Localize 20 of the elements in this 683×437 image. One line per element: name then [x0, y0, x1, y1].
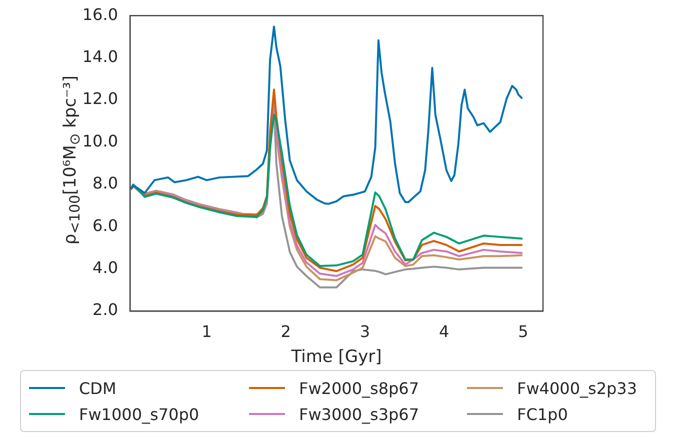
y-tick-label: 16.0 [82, 4, 118, 24]
y-tick-label: 12.0 [82, 89, 118, 108]
x-tick-label: 1 [202, 322, 212, 341]
legend-label: Fw4000_s2p33 [517, 378, 638, 398]
x-tick-label: 3 [360, 322, 370, 341]
x-axis-title: Time [Gyr] [290, 347, 382, 368]
y-tick-label: 10.0 [82, 131, 118, 150]
y-tick-label: 14.0 [82, 46, 118, 66]
y-tick-label: 8.0 [92, 174, 118, 193]
y-tick-label: 6.0 [92, 216, 118, 235]
x-tick-label: 2 [280, 322, 291, 341]
legend-label: FC1p0 [517, 404, 568, 424]
legend-label: Fw3000_s3p67 [299, 404, 420, 424]
y-tick-label: 2.0 [92, 300, 118, 320]
x-tick-label: 4 [439, 322, 450, 341]
legend-label: CDM [79, 378, 116, 398]
x-tick-label: 5 [518, 322, 528, 341]
y-tick-label: 4.0 [92, 258, 118, 277]
legend-label: Fw1000_s70p0 [79, 404, 200, 424]
legend-label: Fw2000_s8p67 [299, 378, 420, 398]
